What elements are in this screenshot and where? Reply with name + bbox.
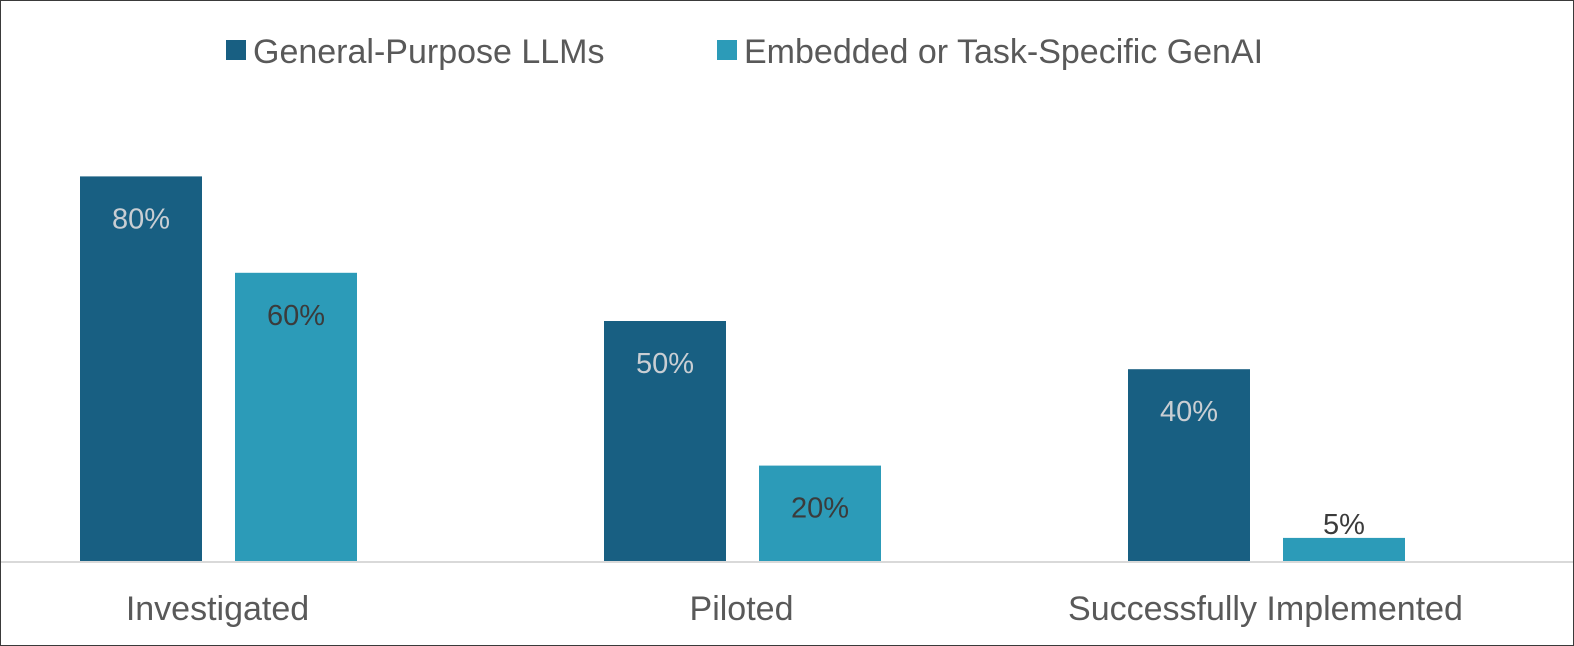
bar-general-purpose-llms-piloted xyxy=(604,321,726,562)
bar-embedded-or-task-specific-genai-successfully-implemented xyxy=(1283,537,1405,562)
data-label-embedded-or-task-specific-genai-investigated: 60% xyxy=(267,300,325,332)
legend-item-embedded-or-task-specific-genai: Embedded or Task-Specific GenAI xyxy=(717,33,1263,71)
category-labels-group: Investigated Piloted Successfully Implemen… xyxy=(126,590,1463,628)
bar-general-purpose-llms-successfully-implemented xyxy=(1128,369,1250,562)
legend-label-general-purpose-llms: General-Purpose LLMs xyxy=(253,33,605,71)
bar-embedded-or-task-specific-genai-piloted xyxy=(759,465,881,562)
bar-embedded-or-task-specific-genai-investigated xyxy=(235,272,357,562)
legend-label-embedded-or-task-specific-genai: Embedded or Task-Specific GenAI xyxy=(744,33,1263,71)
legend: General-Purpose LLMs Embedded or Task-Sp… xyxy=(226,33,1263,71)
data-label-general-purpose-llms-successfully-implemented: 40% xyxy=(1160,396,1218,428)
category-label-investigated: Investigated xyxy=(126,590,309,628)
bar-labels-group: 80% 60% 50% 20% 40% 5% xyxy=(112,203,1365,541)
category-label-piloted: Piloted xyxy=(690,590,794,628)
data-label-embedded-or-task-specific-genai-successfully-implemented: 5% xyxy=(1323,509,1365,541)
legend-swatch-embedded-or-task-specific-genai xyxy=(717,40,737,60)
legend-item-general-purpose-llms: General-Purpose LLMs xyxy=(226,33,605,71)
data-label-embedded-or-task-specific-genai-piloted: 20% xyxy=(791,493,849,525)
data-label-general-purpose-llms-piloted: 50% xyxy=(636,348,694,380)
category-label-successfully-implemented: Successfully Implemented xyxy=(1068,590,1463,628)
legend-swatch-general-purpose-llms xyxy=(226,40,246,60)
bars-group xyxy=(80,176,1405,562)
data-label-general-purpose-llms-investigated: 80% xyxy=(112,203,170,235)
bar-general-purpose-llms-investigated xyxy=(80,176,202,562)
